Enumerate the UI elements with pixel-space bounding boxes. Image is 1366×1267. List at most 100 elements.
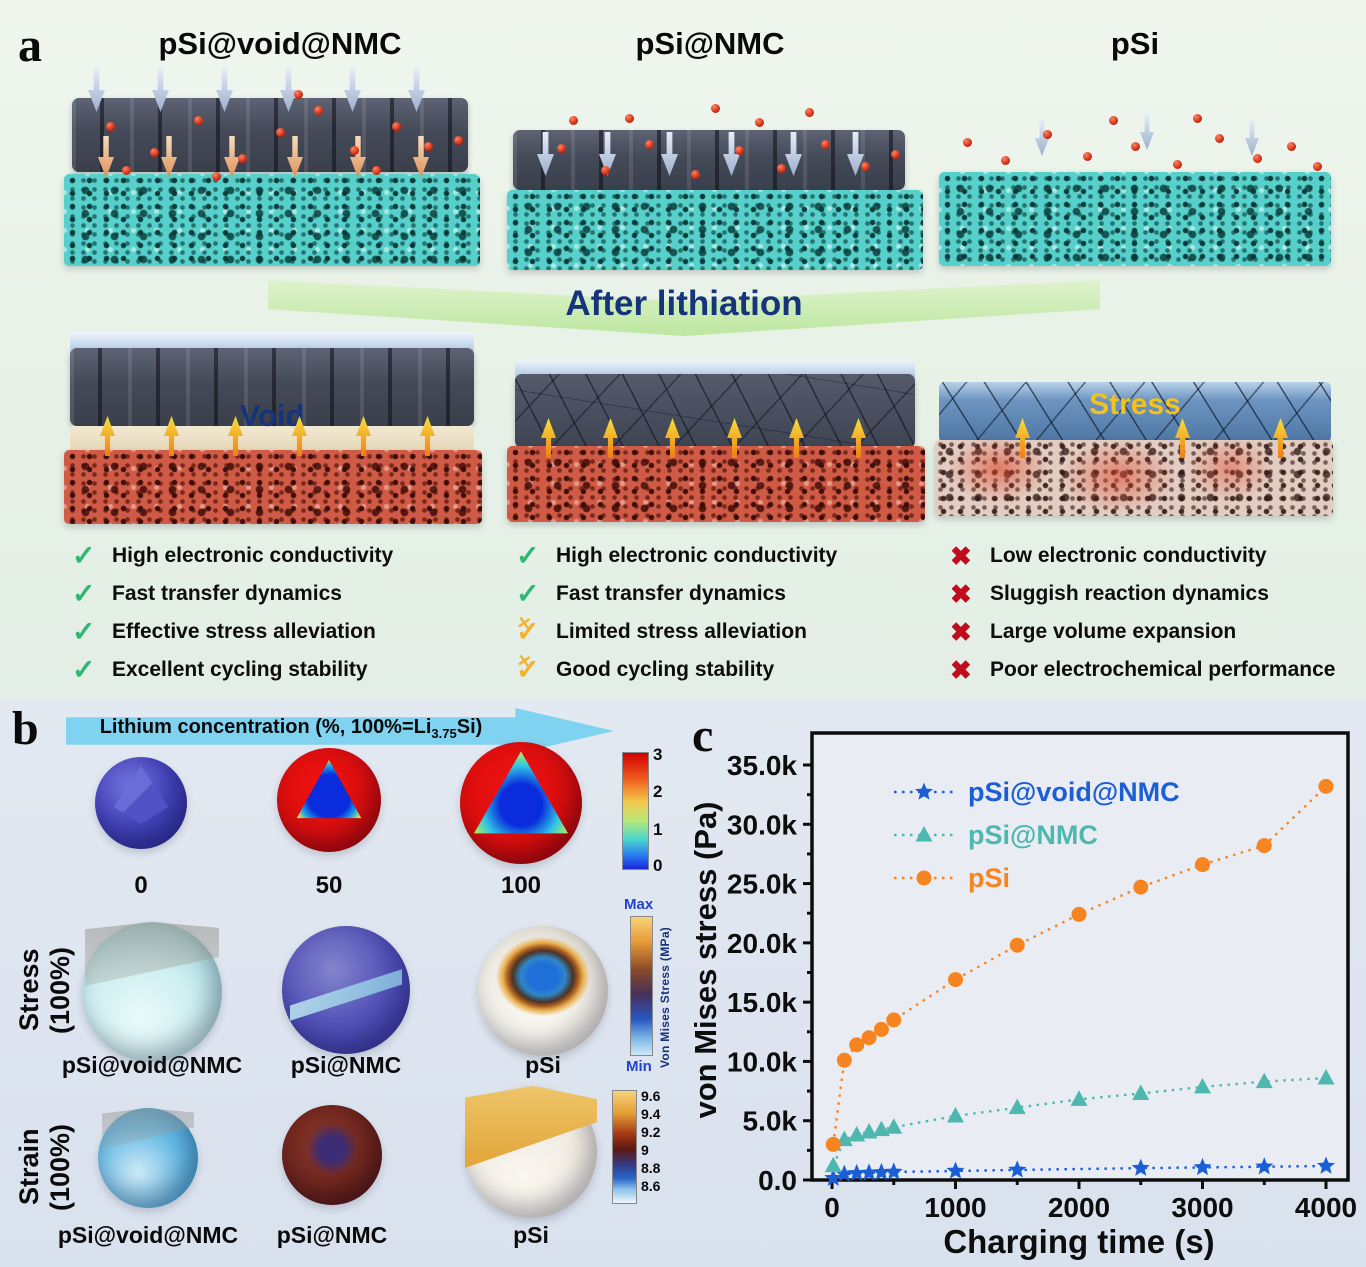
lithium-ion-dot [1253, 154, 1262, 163]
nmc-shell-slab [513, 130, 905, 190]
colorbar-tick: 9 [641, 1142, 649, 1158]
lithium-ion-dot [1173, 160, 1182, 169]
lithium-ion-dot [821, 140, 830, 149]
svg-text:15.0k: 15.0k [727, 987, 797, 1018]
sphere-stress-psi-nmc [282, 926, 410, 1054]
cross-icon: ✖ [950, 541, 972, 571]
lithium-ion-dot [424, 142, 433, 151]
sphere-stress-psi-void-nmc [82, 922, 222, 1062]
strain-sphere-label: pSi@NMC [276, 1222, 388, 1248]
scene-psi-nmc-pristine [505, 100, 925, 270]
after-lithiation-text: After lithiation [565, 284, 803, 323]
lithium-ion-dot [1313, 162, 1322, 171]
lithium-ion-dot [372, 166, 381, 175]
lithium-ion-dot [212, 172, 221, 181]
sphere-concentration-0 [95, 757, 187, 849]
lithium-ion-dot [294, 90, 303, 99]
svg-text:pSi@NMC: pSi@NMC [968, 820, 1098, 850]
stress-colorbar-min: Min [626, 1058, 652, 1075]
porous-si-block [939, 172, 1331, 266]
stress-sphere-label: pSi@NMC [290, 1052, 402, 1078]
lithium-ion-dot [1001, 156, 1010, 165]
lithium-ion-dot [891, 150, 900, 159]
checklist-item: ✓ High electronic conductivity [72, 538, 502, 574]
partial-check-icon: ✓ ✕ [515, 612, 540, 647]
svg-text:1000: 1000 [924, 1192, 986, 1223]
lithium-ion-dot [392, 122, 401, 131]
checklist-item: ✓ Fast transfer dynamics [516, 576, 946, 612]
check-icon: ✓ [72, 540, 96, 571]
svg-text:Charging time (s): Charging time (s) [943, 1223, 1214, 1260]
sphere-strain-psi-void-nmc [98, 1108, 198, 1208]
lithium-ion-dot [755, 118, 764, 127]
checklist-item: ✓ High electronic conductivity [516, 538, 946, 574]
concentration-label-100: 100 [500, 872, 542, 899]
lithium-ion-dot [557, 144, 566, 153]
concentration-label-0: 0 [134, 872, 148, 899]
colorbar-tick: 9.4 [641, 1106, 661, 1122]
lithium-ion-dot [454, 136, 463, 145]
colorbar-tick: 9.2 [641, 1124, 661, 1140]
checklist-item: ✓ ✕ Limited stress alleviation [515, 612, 946, 650]
lithium-ion-dot [963, 138, 972, 147]
colorbar-tick: 9.6 [641, 1088, 661, 1104]
colorbar-tick: 2 [653, 782, 663, 801]
lithium-ion-dot [777, 164, 786, 173]
checklist-text: Good cycling stability [556, 658, 775, 681]
cracked-nmc-slab [515, 374, 915, 448]
checklist-text: High electronic conductivity [112, 544, 394, 567]
scene-psi-void-nmc-lithiated: Void [62, 332, 482, 524]
stress-colorbar-max: Max [624, 896, 654, 913]
checklist-text: Low electronic conductivity [990, 544, 1267, 567]
strain-sphere-label: pSi [513, 1222, 549, 1248]
checklist-psi: ✖ Low electronic conductivity ✖ Sluggish re… [950, 538, 1366, 690]
lithiated-si-block [64, 450, 482, 524]
checklist-item: ✓ Fast transfer dynamics [72, 576, 502, 612]
svg-text:35.0k: 35.0k [727, 750, 797, 781]
cross-icon: ✖ [950, 655, 972, 685]
concentration-colorbar [622, 752, 649, 870]
check-icon: ✓ [72, 578, 96, 609]
lithium-ion-dot [106, 122, 115, 131]
colorbar-tick: 8.8 [641, 1160, 661, 1176]
check-icon: ✓ [516, 578, 540, 609]
lithium-ion-dot [601, 166, 610, 175]
stressed-si-block [935, 440, 1333, 516]
colorbar-tick: 3 [653, 745, 663, 764]
von-mises-stress-chart: 0 1000 2000 3000 4000 0.0 5.0k 10.0k 15.0k 20.0k 2… [686, 700, 1366, 1267]
concentration-label-50: 50 [315, 872, 343, 899]
checklist-text: Fast transfer dynamics [556, 582, 786, 605]
porous-si-block [64, 174, 480, 266]
lithium-ion-dot [1215, 134, 1224, 143]
lithium-ion-dot [238, 154, 247, 163]
lithium-ion-dot [645, 140, 654, 149]
strain-colorbar [612, 1090, 637, 1204]
sphere-concentration-50 [277, 748, 381, 852]
checklist-text: Poor electrochemical performance [990, 658, 1336, 681]
scene-psi-void-nmc-pristine [62, 68, 482, 270]
lithium-ion-dot [1193, 114, 1202, 123]
check-icon: ✓ [72, 654, 96, 685]
scene-psi-nmc-lithiated [505, 360, 925, 522]
check-icon: ✓ [72, 616, 96, 647]
checklist-text: Limited stress alleviation [556, 620, 807, 643]
title-prefix: Lithium concentration (%, 100%=Li [99, 716, 432, 738]
void-gap [70, 426, 474, 452]
checklist-psi-void-nmc: ✓ High electronic conductivity ✓ Fast trans… [72, 538, 502, 690]
svg-text:von Mises stress (Pa): von Mises stress (Pa) [688, 801, 723, 1118]
stress-colorbar-title: Von Mises Stress (MPa) [658, 926, 672, 1068]
svg-text:25.0k: 25.0k [727, 869, 797, 900]
colorbar-tick: 0 [653, 856, 663, 875]
lithium-ion-dot [625, 114, 634, 123]
panel-b-label: b [12, 702, 39, 755]
lithium-ion-dot [276, 128, 285, 137]
lithium-ion-dot [194, 116, 203, 125]
lithium-ion-dot [711, 104, 720, 113]
partial-check-icon: ✓ ✕ [515, 650, 540, 685]
sphere-stress-psi [478, 926, 608, 1056]
nmc-shell-slab [70, 348, 474, 426]
check-icon: ✓ [516, 540, 540, 571]
svg-text:pSi@void@NMC: pSi@void@NMC [968, 777, 1180, 807]
column-title-psi-nmc: pSi@NMC [635, 26, 785, 61]
stress-sphere-label: pSi@void@NMC [61, 1052, 243, 1078]
